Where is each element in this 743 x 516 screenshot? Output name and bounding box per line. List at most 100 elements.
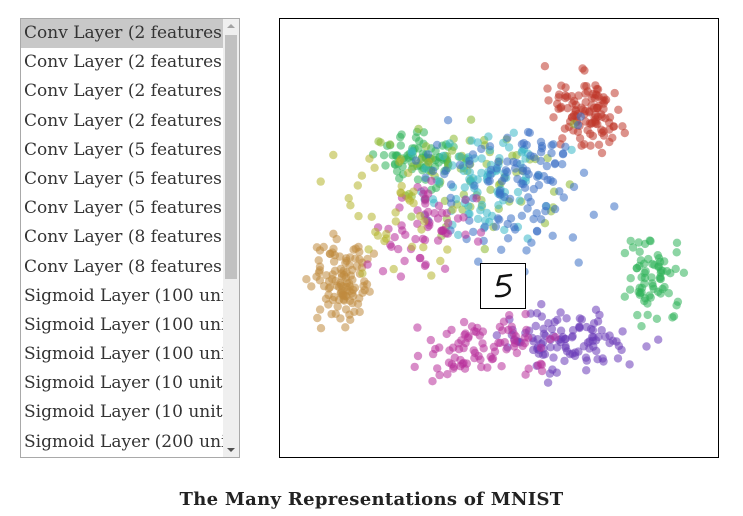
scroll-up-arrow-icon[interactable] — [223, 19, 239, 33]
scatter-point — [492, 164, 501, 173]
scatter-point — [512, 348, 522, 358]
scatter-point — [381, 161, 390, 170]
scatter-point — [440, 169, 449, 179]
scatter-point — [543, 378, 553, 387]
scatter-point — [522, 325, 531, 335]
representation-option[interactable]: Conv Layer (5 features) — [24, 139, 223, 160]
scatter-point — [454, 230, 463, 240]
scatter-point — [419, 243, 428, 252]
representation-listbox[interactable]: Conv Layer (2 features) Conv Layer (2 fea… — [20, 18, 240, 458]
scatter-point — [461, 195, 470, 204]
representation-option[interactable]: Sigmoid Layer (10 units) — [24, 373, 223, 394]
scatter-point — [605, 338, 614, 348]
scatter-point — [485, 142, 495, 151]
scatter-point — [486, 170, 495, 180]
representation-option[interactable]: Sigmoid Layer (100 units) — [24, 344, 223, 365]
scatter-point — [433, 364, 442, 373]
scatter-point — [599, 99, 608, 108]
scatter-point — [492, 331, 501, 340]
scatter-point — [459, 213, 468, 222]
scatter-point — [643, 299, 652, 308]
representation-option[interactable]: Conv Layer (8 features) — [24, 256, 223, 277]
scatter-point — [641, 267, 650, 276]
scatter-point — [658, 266, 667, 275]
scatter-point — [341, 273, 351, 282]
scatter-point — [420, 235, 430, 245]
scatter-point — [574, 258, 583, 267]
scatter-point — [443, 245, 452, 254]
scatter-point — [555, 187, 564, 196]
scatter-point — [353, 181, 362, 190]
scatter-point — [494, 157, 503, 166]
representation-option[interactable]: Conv Layer (2 features) — [24, 52, 223, 73]
scroll-down-arrow-icon[interactable] — [223, 443, 239, 457]
scatter-point — [518, 341, 527, 351]
scatter-point — [539, 324, 548, 333]
scatter-point — [637, 322, 646, 331]
scatter-point — [477, 154, 486, 163]
scatter-point — [579, 168, 589, 177]
scatter-point — [503, 157, 512, 166]
scatter-point — [531, 321, 540, 331]
scatter-point — [503, 234, 513, 243]
representation-option[interactable]: Conv Layer (2 features) — [21, 19, 223, 49]
scatter-point — [382, 229, 391, 239]
representation-option[interactable]: Sigmoid Layer (100 units) — [24, 285, 223, 306]
scatter-point — [556, 308, 565, 317]
representation-option[interactable]: Conv Layer (2 features) — [24, 81, 223, 102]
scatter-point — [620, 292, 629, 301]
scatter-point — [447, 146, 457, 155]
scatter-point — [548, 365, 557, 374]
scatter-point — [407, 242, 417, 251]
scatter-point — [558, 160, 567, 169]
scatter-point — [464, 202, 473, 211]
scatter-point — [504, 143, 514, 152]
scatter-point — [358, 269, 367, 278]
embedding-plot[interactable] — [279, 18, 719, 458]
scatter-point — [642, 342, 651, 351]
scatter-point — [542, 161, 552, 171]
scatter-point — [515, 196, 524, 205]
representation-option[interactable]: Sigmoid Layer (100 units) — [24, 314, 223, 335]
scatter-point — [550, 159, 560, 168]
scatter-point — [478, 339, 487, 348]
scatter-point — [550, 204, 560, 214]
scatter-point — [324, 284, 333, 293]
scroll-thumb[interactable] — [225, 35, 237, 279]
scatter-point — [509, 329, 518, 338]
scatter-point — [664, 289, 673, 298]
scatter-point — [636, 256, 646, 265]
representation-option[interactable]: Sigmoid Layer (200 units) — [24, 431, 223, 452]
scatter-point — [597, 112, 607, 122]
scatter-point — [455, 160, 465, 170]
scatter-point — [423, 150, 433, 159]
scatter-point — [522, 246, 531, 255]
scatter-point — [614, 105, 623, 115]
representation-option[interactable]: Conv Layer (5 features) — [24, 168, 223, 189]
scatter-point — [585, 107, 594, 116]
scatter-point — [414, 124, 423, 134]
scatter-point — [460, 183, 469, 192]
scatter-point — [644, 254, 653, 264]
representation-option[interactable]: Conv Layer (2 features) — [24, 110, 223, 131]
representation-option[interactable]: Conv Layer (5 features) — [24, 198, 223, 219]
scatter-point — [645, 291, 654, 300]
scatter-point — [497, 245, 506, 254]
representation-option[interactable]: Conv Layer (8 features) — [24, 227, 223, 248]
scatter-point — [560, 356, 569, 366]
scatter-point — [341, 323, 350, 332]
representation-option[interactable]: Sigmoid Layer (10 units) — [24, 402, 223, 423]
scatter-point — [625, 285, 635, 294]
scatter-point — [536, 148, 546, 157]
scatter-point — [465, 168, 475, 177]
scatter-point — [569, 96, 579, 106]
scatter-point — [413, 323, 422, 332]
scatter-point — [567, 145, 576, 155]
scatter-point — [444, 218, 453, 228]
scatter-point — [575, 323, 584, 332]
scatter-point — [520, 333, 529, 342]
scatter-point — [338, 290, 347, 300]
listbox-scrollbar[interactable] — [223, 19, 239, 457]
scatter-point — [390, 233, 399, 242]
scatter-point — [428, 166, 438, 176]
